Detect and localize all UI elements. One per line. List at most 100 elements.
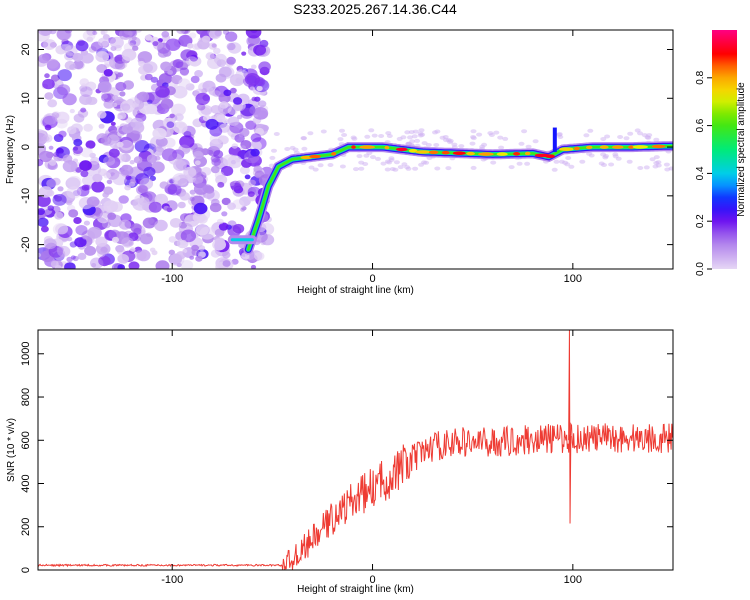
noise-blob [214,171,225,180]
noise-blob [43,39,56,50]
y-tick-label: 10 [20,92,32,104]
noise-blob [497,135,504,140]
noise-blob [487,131,494,136]
noise-blob [73,113,85,123]
noise-blob [421,141,428,146]
noise-blob [186,43,194,49]
noise-blob [60,43,72,54]
noise-blob [210,249,221,258]
noise-blob [384,159,391,164]
noise-blob [626,159,633,164]
noise-blob [469,141,476,146]
noise-blob [167,183,182,196]
spectrogram-noise [38,30,673,269]
noise-blob [193,202,208,215]
noise-blob [124,185,131,191]
noise-blob [206,86,214,93]
noise-blob [91,263,97,268]
noise-blob [92,173,103,183]
noise-blob [241,51,247,56]
noise-blob [178,144,191,155]
noise-blob [445,166,452,171]
noise-blob [408,130,415,135]
noise-blob [75,225,88,236]
ridge-peak [513,152,521,156]
noise-blob [87,226,102,239]
noise-blob [74,237,87,248]
noise-blob [173,159,187,172]
noise-blob [131,99,145,110]
noise-blob [121,237,134,248]
noise-blob [470,165,477,170]
noise-blob [159,181,169,189]
noise-blob [292,147,299,152]
noise-blob [96,64,108,73]
figure-title: S233.2025.267.14.36.C44 [293,1,457,17]
noise-blob [117,72,124,78]
noise-blob [80,147,93,158]
noise-blob [189,196,195,202]
noise-blob [147,99,153,105]
noise-blob [72,52,84,62]
noise-blob [51,112,60,119]
noise-blob [201,35,211,43]
noise-blob [551,167,558,172]
noise-blob [608,162,615,167]
noise-blob [169,113,175,119]
noise-blob [301,136,307,141]
noise-blob [160,98,174,110]
noise-blob [94,212,101,217]
noise-blob [587,128,594,133]
noise-blob [221,211,228,217]
noise-blob [90,156,100,165]
noise-blob [112,172,128,186]
ridge-peak [428,150,439,155]
y-tick-label: 0 [20,144,32,150]
y-axis-label: Frequency (Hz) [5,115,16,184]
noise-blob [451,142,458,147]
noise-blob [41,225,49,233]
noise-blob [221,165,234,177]
noise-blob [210,198,220,207]
y-tick-label: 1000 [20,342,32,366]
noise-blob [180,260,194,269]
ridge-peak [628,145,635,149]
noise-blob [553,159,560,164]
noise-blob [516,161,523,166]
noise-blob [219,101,229,109]
noise-blob [320,129,327,134]
noise-blob [67,126,77,135]
noise-blob [66,236,73,242]
noise-blob [241,158,252,168]
noise-blob [337,137,344,142]
noise-blob [250,148,260,157]
noise-blob [525,144,532,149]
noise-blob [128,261,140,269]
noise-blob [215,174,228,185]
noise-blob [194,160,201,166]
noise-blob [211,43,217,48]
noise-blob [230,87,237,94]
noise-blob [168,236,177,243]
noise-blob [108,148,120,158]
noise-blob [152,146,165,156]
noise-blob [117,115,123,120]
ridge-peak [415,150,431,154]
noise-blob [98,255,111,267]
noise-blob [80,86,93,97]
noise-blob [66,186,82,199]
noise-blob [38,208,45,216]
noise-blob [240,140,252,150]
noise-blob [152,41,159,47]
noise-blob [143,61,158,74]
noise-blob [521,129,528,134]
noise-blob [103,200,119,213]
noise-blob [103,99,115,109]
ridge-peak [331,152,337,156]
noise-blob [249,140,262,151]
noise-blob [411,134,418,139]
colorbar-tick-label: 0.6 [695,118,706,132]
noise-blob [269,155,276,160]
snr-frame [37,329,674,571]
noise-blob [222,260,231,267]
